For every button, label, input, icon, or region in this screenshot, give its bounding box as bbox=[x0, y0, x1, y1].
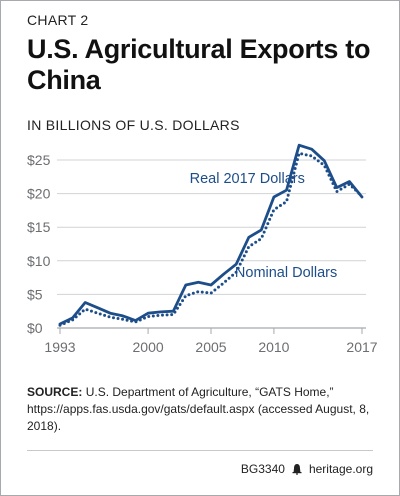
y-tick-label: $5 bbox=[27, 286, 43, 302]
footer-divider bbox=[27, 450, 373, 451]
x-tick-label: 2017 bbox=[346, 339, 377, 355]
y-tick-label: $15 bbox=[27, 219, 51, 235]
series-labels: Real 2017 Dollars Nominal Dollars bbox=[190, 171, 338, 281]
y-axis-ticks: $0 $5 $10 $15 $20 $25 bbox=[27, 152, 51, 336]
report-code: BG3340 bbox=[240, 462, 285, 476]
y-tick-label: $20 bbox=[27, 186, 51, 202]
site-link[interactable]: heritage.org bbox=[308, 462, 373, 476]
chart-title: U.S. Agricultural Exports to China bbox=[27, 34, 371, 95]
series-line-nominal bbox=[58, 151, 364, 327]
x-axis-ticks: 1993 2000 2005 2010 2017 bbox=[44, 328, 378, 355]
x-tick-label: 1993 bbox=[44, 339, 75, 355]
chart-number: CHART 2 bbox=[27, 12, 89, 28]
x-tick-label: 2010 bbox=[258, 339, 289, 355]
x-tick-label: 2005 bbox=[195, 339, 226, 355]
line-chart: $0 $5 $10 $15 $20 $25 1993 2000 2005 2010 2017 Re… bbox=[27, 143, 378, 355]
series-label-real: Real 2017 Dollars bbox=[190, 171, 305, 187]
units-label: IN BILLIONS OF U.S. DOLLARS bbox=[27, 117, 240, 133]
x-tick-label: 2000 bbox=[133, 339, 164, 355]
source-label: SOURCE: bbox=[27, 385, 83, 399]
source-text: U.S. Department of Agriculture, “GATS Ho… bbox=[27, 385, 370, 433]
source-note: SOURCE: U.S. Department of Agriculture, … bbox=[27, 384, 377, 435]
y-tick-label: $10 bbox=[27, 253, 51, 269]
y-tick-label: $25 bbox=[27, 152, 51, 168]
grid-lines bbox=[57, 159, 366, 329]
series-line-real bbox=[58, 143, 364, 326]
y-tick-label: $0 bbox=[27, 320, 43, 336]
series-lines bbox=[58, 143, 364, 327]
series-label-nominal: Nominal Dollars bbox=[235, 265, 337, 281]
footer: BG3340 heritage.org bbox=[241, 462, 373, 476]
liberty-bell-icon bbox=[291, 463, 303, 475]
